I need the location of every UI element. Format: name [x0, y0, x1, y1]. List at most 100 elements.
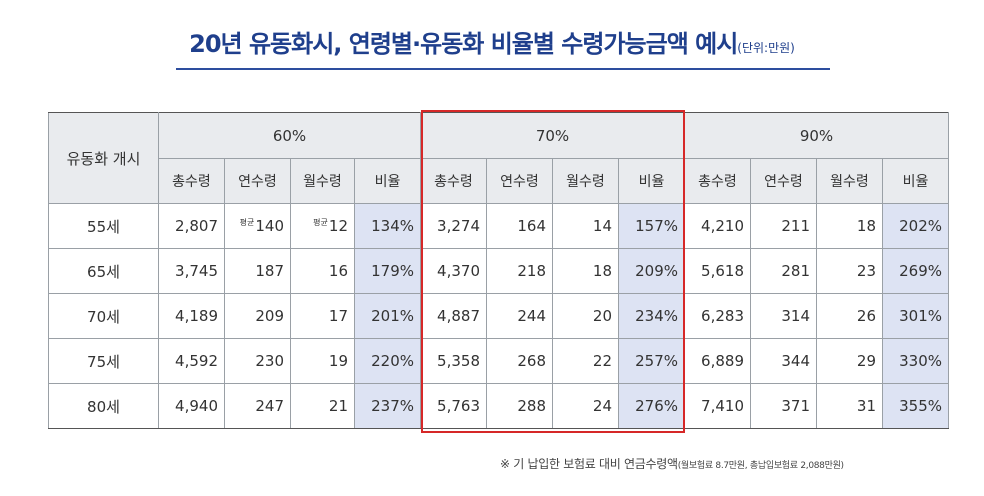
cell-total: 4,592 — [158, 338, 225, 384]
cell-total: 4,370 — [420, 248, 487, 294]
group-header-90: 90% — [684, 112, 949, 159]
cell-total: 3,745 — [158, 248, 225, 294]
corner-header: 유동화 개시 — [48, 112, 159, 204]
subheader-monthly: 월수령 — [552, 158, 619, 204]
cell-monthly: 18 — [552, 248, 619, 294]
cell-total: 4,940 — [158, 383, 225, 429]
cell-monthly: 24 — [552, 383, 619, 429]
cell-total: 7,410 — [684, 383, 751, 429]
subheader-monthly: 월수령 — [816, 158, 883, 204]
age-cell: 75세 — [48, 338, 159, 384]
subheader-total: 총수령 — [684, 158, 751, 204]
cell-total: 6,889 — [684, 338, 751, 384]
subheader-total: 총수령 — [158, 158, 225, 204]
cell-total: 2,807 — [158, 203, 225, 249]
cell-total: 4,210 — [684, 203, 751, 249]
subheader-monthly: 월수령 — [290, 158, 355, 204]
cell-annual: 281 — [750, 248, 817, 294]
cell-monthly: 21 — [290, 383, 355, 429]
cell-monthly: 17 — [290, 293, 355, 339]
cell-ratio: 330% — [882, 338, 949, 384]
title-underline — [176, 68, 830, 70]
cell-ratio: 220% — [354, 338, 421, 384]
cell-annual: 209 — [224, 293, 291, 339]
cell-monthly: 19 — [290, 338, 355, 384]
subheader-annual: 연수령 — [486, 158, 553, 204]
avg-tag: 평균 — [239, 218, 255, 227]
cell-monthly: 26 — [816, 293, 883, 339]
cell-annual: 230 — [224, 338, 291, 384]
cell-annual: 288 — [486, 383, 553, 429]
cell-annual: 211 — [750, 203, 817, 249]
cell-ratio: 301% — [882, 293, 949, 339]
subheader-ratio: 비율 — [618, 158, 685, 204]
cell-total: 6,283 — [684, 293, 751, 339]
table-row: 55세 2,807 평균140 평균12 134% 3,274 164 14 1… — [48, 203, 949, 249]
age-cell: 55세 — [48, 203, 159, 249]
age-cell: 65세 — [48, 248, 159, 294]
cell-monthly: 20 — [552, 293, 619, 339]
cell-ratio: 179% — [354, 248, 421, 294]
footnote: ※ 기 납입한 보험료 대비 연금수령액(월보험료 8.7만원, 총납입보험료 … — [500, 455, 960, 472]
cell-ratio: 202% — [882, 203, 949, 249]
cell-monthly: 31 — [816, 383, 883, 429]
title-unit: (단위:만원) — [737, 41, 795, 55]
cell-monthly-value: 12 — [328, 217, 348, 235]
cell-total: 4,189 — [158, 293, 225, 339]
cell-annual: 187 — [224, 248, 291, 294]
footnote-detail: (월보험료 8.7만원, 총납입보험료 2,088만원) — [677, 461, 844, 471]
cell-ratio: 276% — [618, 383, 685, 429]
group-header-60: 60% — [158, 112, 421, 159]
cell-ratio: 269% — [882, 248, 949, 294]
cell-monthly: 22 — [552, 338, 619, 384]
cell-annual: 218 — [486, 248, 553, 294]
subheader-row: 총수령 연수령 월수령 비율 총수령 연수령 월수령 비율 총수령 연수령 월수… — [49, 158, 949, 204]
group-header-row: 유동화 개시 60% 70% 90% — [48, 112, 949, 204]
subheader-total: 총수령 — [420, 158, 487, 204]
table-row: 75세 4,592 230 19 220% 5,358 268 22 257% … — [48, 338, 949, 384]
subheader-ratio: 비율 — [354, 158, 421, 204]
cell-annual: 314 — [750, 293, 817, 339]
title-main: 20년 유동화시, 연령별·유동화 비율별 수령가능금액 예시 — [189, 30, 738, 58]
cell-ratio: 355% — [882, 383, 949, 429]
cell-total: 5,358 — [420, 338, 487, 384]
cell-monthly: 14 — [552, 203, 619, 249]
cell-annual: 244 — [486, 293, 553, 339]
footnote-main: ※ 기 납입한 보험료 대비 연금수령액 — [500, 457, 678, 471]
group-header-70: 70% — [420, 112, 685, 159]
cell-monthly: 18 — [816, 203, 883, 249]
avg-tag: 평균 — [313, 218, 328, 227]
cell-total: 5,763 — [420, 383, 487, 429]
table-row: 80세 4,940 247 21 237% 5,763 288 24 276% … — [48, 383, 949, 429]
cell-ratio: 157% — [618, 203, 685, 249]
cell-monthly: 평균12 — [290, 203, 355, 249]
subheader-annual: 연수령 — [750, 158, 817, 204]
cell-ratio: 134% — [354, 203, 421, 249]
cell-monthly: 23 — [816, 248, 883, 294]
cell-ratio: 237% — [354, 383, 421, 429]
cell-annual: 164 — [486, 203, 553, 249]
cell-ratio: 257% — [618, 338, 685, 384]
cell-annual-value: 140 — [255, 217, 284, 235]
cell-annual: 371 — [750, 383, 817, 429]
subheader-ratio: 비율 — [882, 158, 949, 204]
cell-annual: 평균140 — [224, 203, 291, 249]
cell-annual: 268 — [486, 338, 553, 384]
cell-ratio: 209% — [618, 248, 685, 294]
cell-total: 4,887 — [420, 293, 487, 339]
subheader-annual: 연수령 — [224, 158, 291, 204]
table-row: 70세 4,189 209 17 201% 4,887 244 20 234% … — [48, 293, 949, 339]
age-cell: 70세 — [48, 293, 159, 339]
cell-annual: 344 — [750, 338, 817, 384]
cell-monthly: 29 — [816, 338, 883, 384]
table-row: 65세 3,745 187 16 179% 4,370 218 18 209% … — [48, 248, 949, 294]
age-cell: 80세 — [48, 383, 159, 429]
cell-total: 5,618 — [684, 248, 751, 294]
cell-annual: 247 — [224, 383, 291, 429]
cell-ratio: 234% — [618, 293, 685, 339]
cell-total: 3,274 — [420, 203, 487, 249]
cell-ratio: 201% — [354, 293, 421, 339]
cell-monthly: 16 — [290, 248, 355, 294]
page-title: 20년 유동화시, 연령별·유동화 비율별 수령가능금액 예시(단위:만원) — [0, 24, 984, 59]
payout-table: 유동화 개시 60% 70% 90% 총수령 연수령 월수령 비율 총수령 연수… — [48, 112, 949, 429]
